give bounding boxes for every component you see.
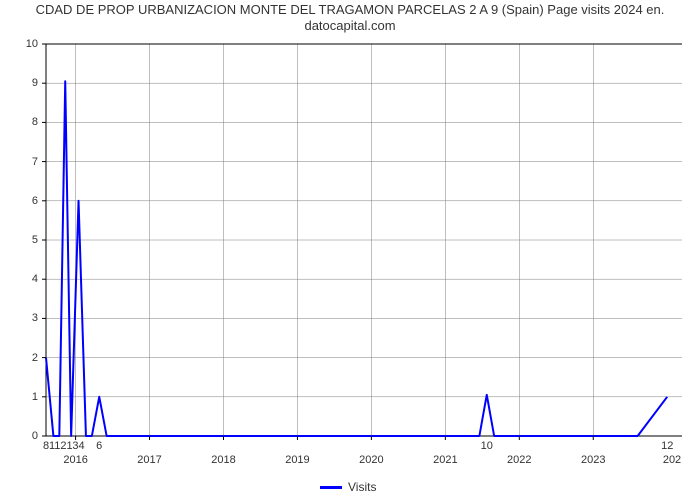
x-tick-label: 2017 [137,454,161,466]
y-tick-label: 2 [0,352,38,364]
x-tick-label: 2018 [211,454,235,466]
legend-label: Visits [348,480,376,494]
y-tick-label: 0 [0,430,38,442]
x-tick-label: 2019 [285,454,309,466]
x-tick-label: 2023 [581,454,605,466]
y-tick-label: 5 [0,234,38,246]
y-tick-label: 7 [0,156,38,168]
x-tick-label: 2021 [433,454,457,466]
legend: Visits [320,480,376,494]
data-point-label: 6 [96,440,102,452]
data-point-label: 10 [481,440,493,452]
y-tick-label: 10 [0,38,38,50]
data-point-label: 34 [72,440,84,452]
x-tick-label: 2022 [507,454,531,466]
chart-title-line2: datocapital.com [304,18,395,33]
data-point-label: 12 [661,440,673,452]
x-tick-label: 2020 [359,454,383,466]
legend-swatch [320,486,342,489]
y-tick-label: 6 [0,195,38,207]
chart-plot-area [46,44,682,436]
chart-title-line1: CDAD DE PROP URBANIZACION MONTE DEL TRAG… [36,2,665,17]
y-tick-label: 9 [0,77,38,89]
data-point-label: 1121 [49,440,73,452]
x-tick-label: 2016 [63,454,87,466]
x-axis-extra-label: 202 [663,454,681,466]
y-tick-label: 1 [0,391,38,403]
y-tick-label: 8 [0,116,38,128]
y-tick-label: 4 [0,273,38,285]
y-tick-label: 3 [0,312,38,324]
chart-title: CDAD DE PROP URBANIZACION MONTE DEL TRAG… [0,2,700,33]
